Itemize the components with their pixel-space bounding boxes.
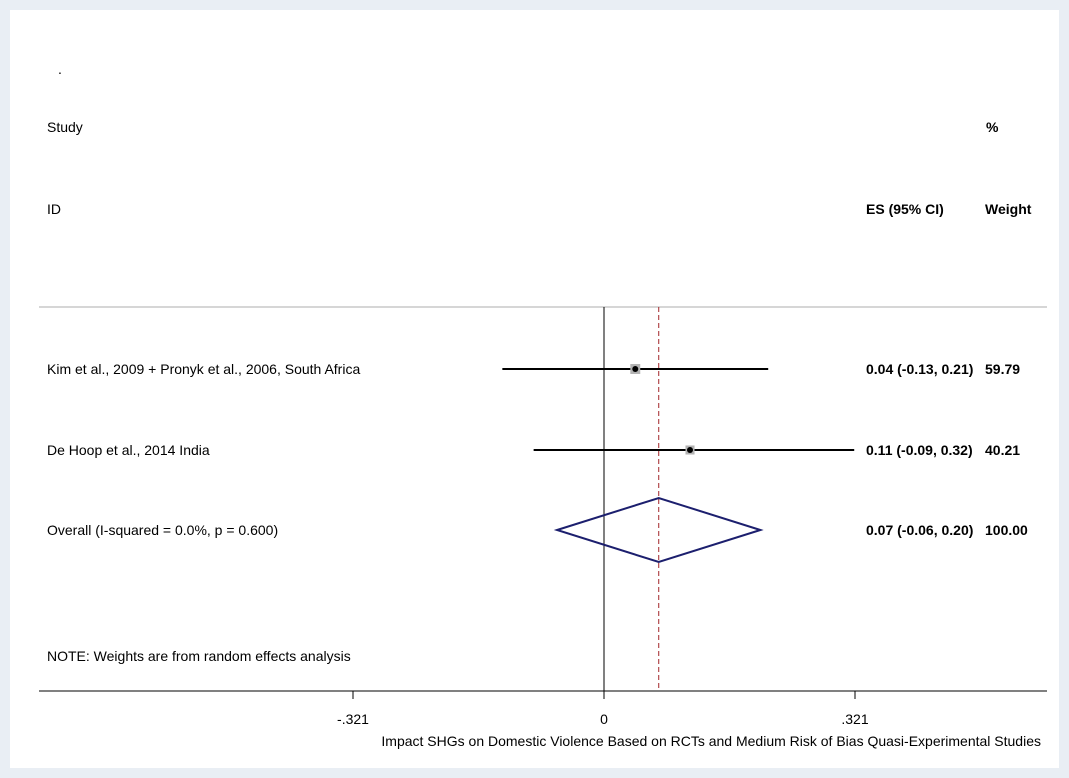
effect-point xyxy=(632,366,639,372)
overall-row: Overall (I-squared = 0.0%, p = 0.600) 0.… xyxy=(47,496,1028,564)
header-es: ES (95% CI) xyxy=(866,201,944,217)
header-weight: Weight xyxy=(985,201,1032,217)
overall-label: Overall (I-squared = 0.0%, p = 0.600) xyxy=(47,522,278,538)
x-tick-label: -.321 xyxy=(337,711,369,727)
overall-diamond xyxy=(553,496,764,564)
study-label: Kim et al., 2009 + Pronyk et al., 2006, … xyxy=(47,361,360,377)
study-es-text: 0.04 (-0.13, 0.21) xyxy=(866,361,973,377)
header-percent: % xyxy=(986,119,999,135)
overall-weight: 100.00 xyxy=(985,522,1028,538)
x-axis-label: Impact SHGs on Domestic Violence Based o… xyxy=(381,733,1041,749)
x-tick-label: .321 xyxy=(841,711,868,727)
note-text: NOTE: Weights are from random effects an… xyxy=(47,648,351,664)
effect-point xyxy=(687,447,694,453)
study-es-text: 0.11 (-0.09, 0.32) xyxy=(866,442,973,458)
plot-panel xyxy=(10,10,1059,768)
study-label: De Hoop et al., 2014 India xyxy=(47,442,210,458)
study-row: De Hoop et al., 2014 India 0.11 (-0.09, … xyxy=(47,442,1020,458)
header-id: ID xyxy=(47,201,61,217)
study-row: Kim et al., 2009 + Pronyk et al., 2006, … xyxy=(47,361,1020,377)
overall-es-text: 0.07 (-0.06, 0.20) xyxy=(866,522,973,538)
x-tick-label: 0 xyxy=(600,711,608,727)
header-study: Study xyxy=(47,119,83,135)
study-weight: 40.21 xyxy=(985,442,1020,458)
header-dot: . xyxy=(58,61,62,77)
study-weight: 59.79 xyxy=(985,361,1020,377)
x-axis-ticks: -.321 0 .321 xyxy=(337,691,869,727)
